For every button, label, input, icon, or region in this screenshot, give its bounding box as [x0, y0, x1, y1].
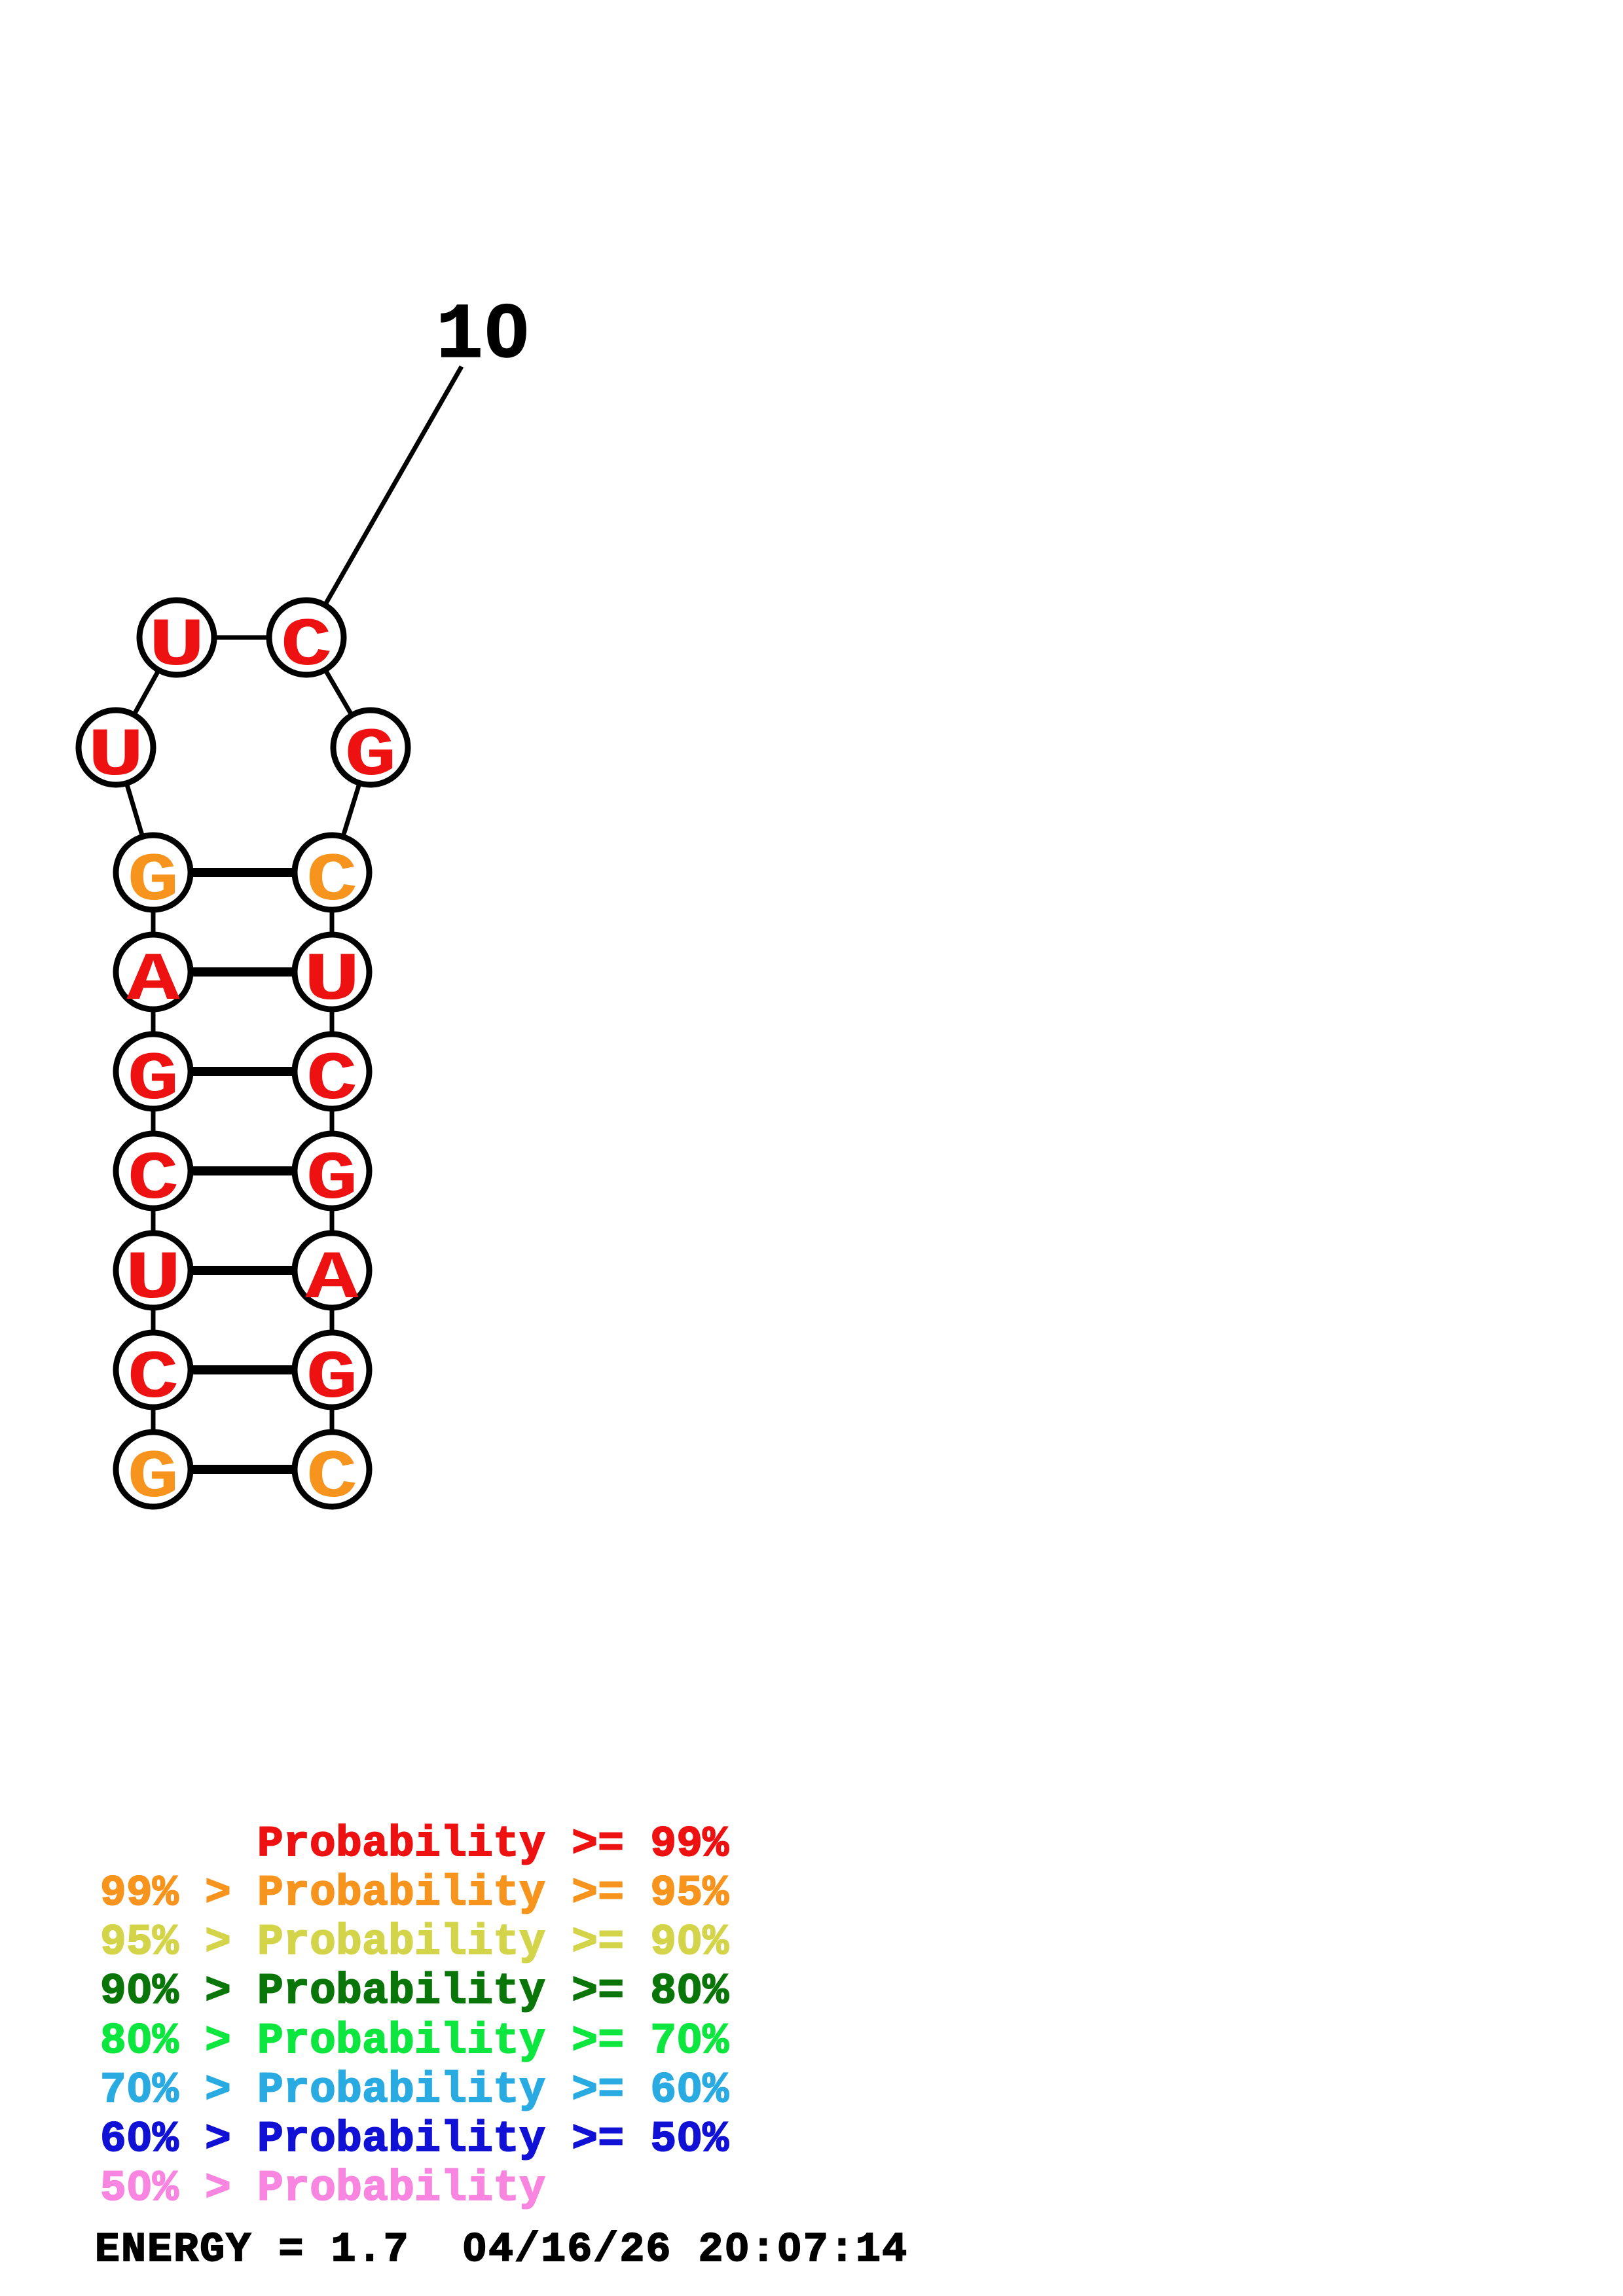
svg-text:U: U [87, 718, 144, 795]
svg-text:A: A [305, 1242, 359, 1318]
svg-text:U: U [148, 608, 205, 685]
svg-text:C: C [306, 1042, 358, 1119]
svg-text:70% > Probability >= 60%: 70% > Probability >= 60% [100, 2066, 729, 2115]
svg-text:A: A [126, 943, 180, 1020]
svg-text:C: C [281, 608, 333, 685]
svg-text:50% > Probability: 50% > Probability [100, 2164, 545, 2213]
svg-text:G: G [306, 1340, 357, 1417]
svg-text:90% > Probability >= 80%: 90% > Probability >= 80% [100, 1967, 729, 2016]
svg-text:ENERGY = 1.7 04/16/26 20:07:1: ENERGY = 1.7 04/16/26 20:07:14 [95, 2227, 907, 2273]
svg-text:99% > Probability >= 95%: 99% > Probability >= 95% [100, 1869, 729, 1918]
svg-text:10: 10 [436, 292, 530, 381]
svg-text:G: G [127, 842, 179, 920]
svg-text:C: C [306, 1440, 358, 1517]
svg-text:U: U [303, 942, 360, 1020]
svg-text:60% > Probability >= 50%: 60% > Probability >= 50% [100, 2115, 729, 2164]
svg-text:C: C [128, 1340, 179, 1418]
svg-text:Probability >= 99%: Probability >= 99% [257, 1820, 729, 1869]
svg-text:95% > Probability >= 90%: 95% > Probability >= 90% [100, 1918, 729, 1967]
svg-text:G: G [344, 717, 396, 795]
svg-text:G: G [127, 1041, 179, 1119]
svg-text:G: G [306, 1141, 357, 1218]
svg-text:G: G [127, 1439, 179, 1516]
svg-text:80% > Probability >= 70%: 80% > Probability >= 70% [100, 2017, 729, 2066]
svg-text:U: U [124, 1241, 181, 1318]
svg-text:C: C [306, 843, 358, 920]
svg-text:C: C [128, 1141, 179, 1219]
